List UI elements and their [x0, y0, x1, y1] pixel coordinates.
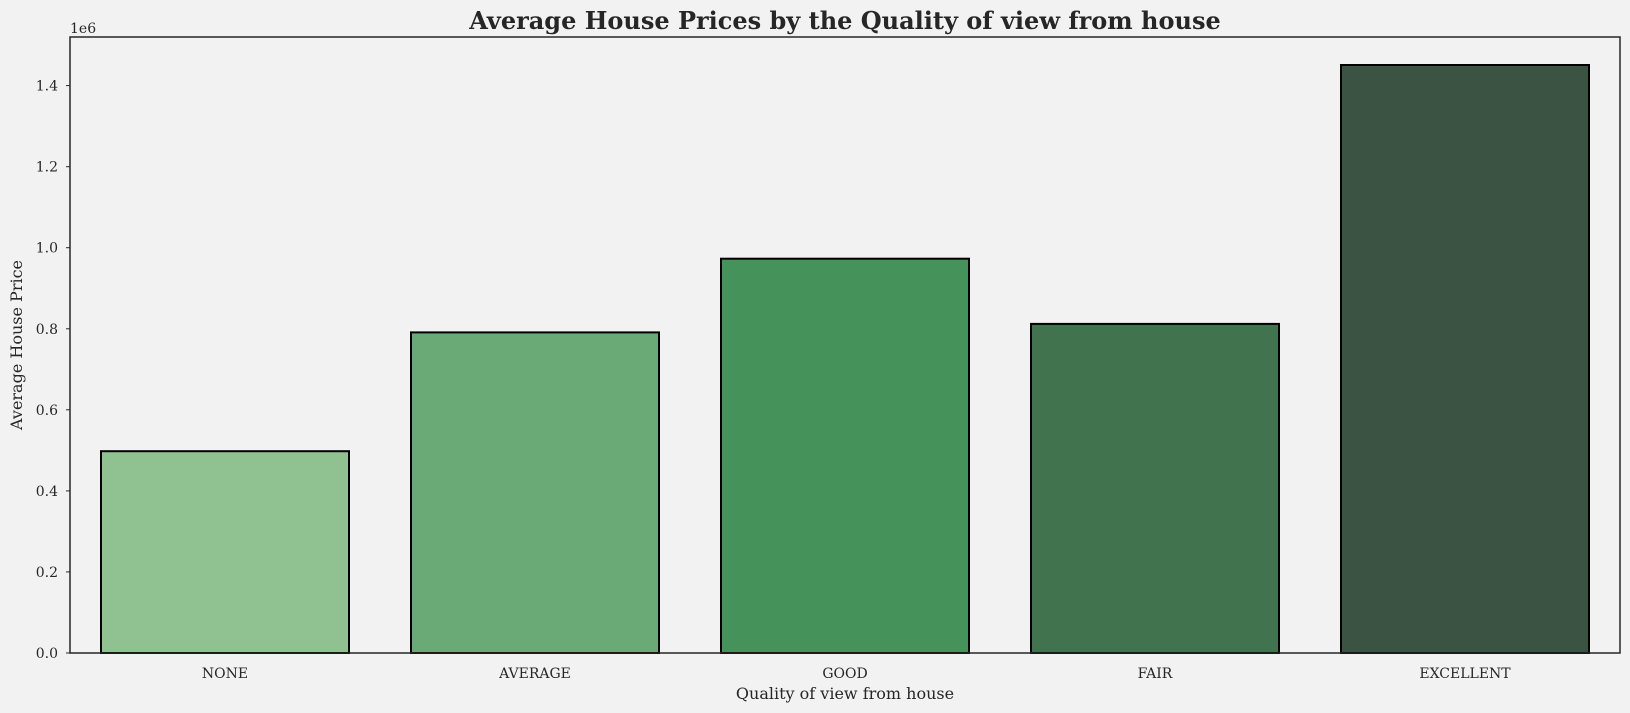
- x-tick-label: FAIR: [1138, 666, 1173, 682]
- y-axis-label: Average House Price: [7, 260, 26, 431]
- bar-excellent: [1340, 64, 1590, 654]
- y-tick-label: 1.4: [36, 79, 58, 95]
- plot-area-frame: [69, 36, 1621, 654]
- chart-title: Average House Prices by the Quality of v…: [468, 6, 1221, 35]
- bar-good: [720, 257, 970, 654]
- y-tick-label: 0.4: [36, 484, 58, 500]
- y-tick-label: 0.2: [36, 565, 58, 581]
- x-tick-label: NONE: [202, 666, 248, 682]
- x-axis-label: Quality of view from house: [736, 684, 954, 703]
- bar-none: [100, 450, 350, 655]
- bar-average: [410, 331, 660, 654]
- y-tick-label: 1.0: [36, 241, 58, 257]
- x-tick-label: EXCELLENT: [1419, 666, 1511, 682]
- x-tick-label: AVERAGE: [498, 666, 571, 682]
- y-tick-label: 0.8: [36, 322, 58, 338]
- y-tick-label: 1.2: [36, 160, 58, 176]
- y-axis-ticks: 0.0 0.2 0.4 0.6 0.8 1.0 1.2 1.4: [36, 79, 70, 662]
- y-offset-label: 1e6: [70, 21, 96, 37]
- bar-fair: [1030, 322, 1280, 654]
- y-tick-label: 0.0: [36, 646, 58, 662]
- x-axis-ticks: NONE AVERAGE GOOD FAIR EXCELLENT: [202, 666, 1511, 682]
- x-tick-label: GOOD: [822, 666, 867, 682]
- bars-layer: [100, 64, 1590, 655]
- y-tick-label: 0.6: [36, 403, 58, 419]
